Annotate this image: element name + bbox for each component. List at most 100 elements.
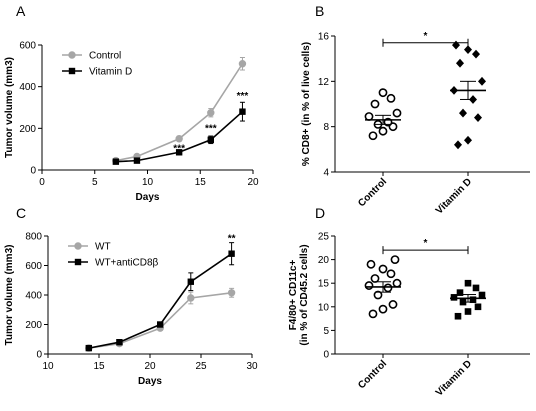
y-tick-label: 10 xyxy=(318,302,330,313)
y-axis-label: % CD8+ (in % of live cells) xyxy=(301,42,312,166)
panel-d: D 0 5 10 15 20 25 F4/80+ CD11c+ (in % of CD45.2 … xyxy=(288,205,530,399)
y-tick-label: 12 xyxy=(318,77,330,88)
x-axis-label: Days xyxy=(138,376,162,387)
data-point xyxy=(469,296,477,304)
y-tick-label: 5 xyxy=(323,326,329,337)
significance-mark: *** xyxy=(237,91,249,102)
panel-c: C 0 200 400 600 800 Tumor volume (mm3) 10 15 20 25… xyxy=(4,205,258,387)
x-tick-label: 10 xyxy=(42,361,54,372)
series-vitamin-d xyxy=(112,101,246,165)
series-line xyxy=(88,291,232,349)
significance-mark: *** xyxy=(205,123,217,134)
y-axis-label: (in % of CD45.2 cells) xyxy=(299,244,310,345)
data-point xyxy=(474,303,482,311)
data-point xyxy=(392,108,402,118)
y-tick-label: 16 xyxy=(318,32,330,43)
data-point xyxy=(378,88,388,98)
data-point xyxy=(85,344,92,352)
group-vitamin-d xyxy=(450,279,486,320)
x-tick-label: 20 xyxy=(144,361,156,372)
panel-letter: C xyxy=(16,205,26,221)
x-axis-label: Days xyxy=(136,192,160,203)
significance-mark: *** xyxy=(173,144,185,155)
series-wt xyxy=(85,287,236,352)
data-point xyxy=(228,250,235,257)
data-point xyxy=(378,126,388,136)
data-point xyxy=(366,259,376,269)
data-point xyxy=(227,289,236,297)
data-point xyxy=(392,278,402,288)
panel-a: A 0 200 400 600 Tumor volume (mm3) 0 5 10 15 20 Day… xyxy=(4,3,259,203)
y-tick-label: 800 xyxy=(25,232,42,243)
data-point xyxy=(364,112,374,121)
data-point xyxy=(187,278,194,285)
y-tick-label: 15 xyxy=(318,279,330,290)
data-point xyxy=(472,284,480,292)
data-point xyxy=(238,60,247,68)
data-point xyxy=(454,140,462,150)
data-point xyxy=(112,158,120,165)
x-tick-label: 30 xyxy=(246,361,258,372)
y-tick-label: 4 xyxy=(323,168,329,179)
data-point xyxy=(450,294,458,301)
data-point xyxy=(464,308,472,315)
data-point xyxy=(478,76,486,86)
significance-mark: * xyxy=(424,238,428,249)
data-point xyxy=(464,135,472,145)
y-axis-label: Tumor volume (mm3) xyxy=(4,245,15,346)
x-tick-label: 20 xyxy=(247,177,259,188)
panel-letter: A xyxy=(16,3,26,19)
legend-marker xyxy=(74,242,82,250)
data-point xyxy=(456,289,464,296)
legend-label: WT+antiCD8β xyxy=(95,258,159,269)
data-point xyxy=(175,135,183,143)
category-label: Control xyxy=(356,176,389,209)
legend-marker xyxy=(74,258,82,266)
y-tick-label: 20 xyxy=(318,255,330,266)
data-point xyxy=(464,45,472,54)
x-tick-label: 0 xyxy=(39,177,45,188)
panel-b: B 4 8 12 16 % CD8+ (in % of live cells) Contro… xyxy=(301,3,530,217)
data-point xyxy=(364,281,374,290)
data-point xyxy=(456,58,464,68)
data-point xyxy=(452,40,460,50)
data-point xyxy=(386,93,396,103)
data-point xyxy=(368,309,378,319)
data-point xyxy=(378,264,388,274)
y-tick-label: 200 xyxy=(25,320,42,331)
significance-mark: ** xyxy=(228,233,236,244)
data-point xyxy=(175,149,183,156)
y-tick-label: 0 xyxy=(30,166,36,177)
x-tick-label: 25 xyxy=(195,361,207,372)
y-axis-label: F4/80+ CD11c+ xyxy=(288,260,299,331)
data-point xyxy=(474,113,482,122)
y-tick-label: 200 xyxy=(19,124,36,135)
data-point xyxy=(378,304,388,314)
category-label: Vitamin D xyxy=(434,176,474,216)
y-tick-label: 8 xyxy=(323,122,329,133)
panel-letter: B xyxy=(315,3,324,19)
y-axis-label: Tumor volume (mm3) xyxy=(4,57,15,158)
data-point xyxy=(368,131,378,141)
data-point xyxy=(373,290,383,300)
group-control xyxy=(364,88,402,141)
x-tick-label: 15 xyxy=(93,361,105,372)
legend-marker xyxy=(68,51,76,59)
group-vitamin-d xyxy=(450,40,486,150)
y-tick-label: 0 xyxy=(36,350,42,361)
data-point xyxy=(383,283,393,293)
data-point xyxy=(239,108,246,115)
data-point xyxy=(388,300,398,309)
x-tick-label: 10 xyxy=(142,177,154,188)
y-tick-label: 400 xyxy=(19,82,36,93)
y-tick-label: 600 xyxy=(25,261,42,272)
data-point xyxy=(370,274,380,283)
panel-letter: D xyxy=(315,205,325,221)
data-point xyxy=(157,321,164,328)
group-control xyxy=(364,255,402,319)
legend-label: Vitamin D xyxy=(89,67,132,78)
data-point xyxy=(386,269,396,279)
data-point xyxy=(464,279,472,287)
series-wt-anticd8- xyxy=(85,242,235,352)
